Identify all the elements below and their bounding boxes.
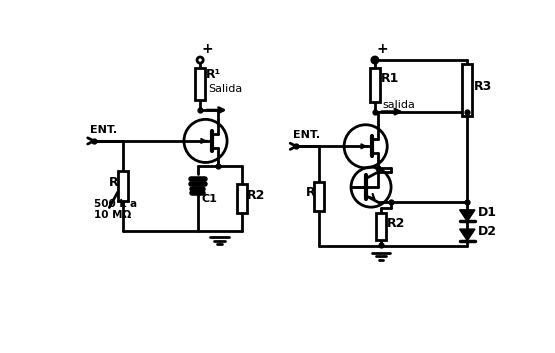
Text: ENT.: ENT. [90, 125, 117, 135]
Text: C1: C1 [201, 194, 218, 204]
Text: R1: R1 [381, 72, 400, 85]
Text: D2: D2 [478, 225, 497, 238]
Text: 500 k a
10 MΩ: 500 k a 10 MΩ [94, 199, 137, 220]
Text: Salida: Salida [208, 84, 242, 94]
Text: salida: salida [382, 100, 416, 110]
Text: R2: R2 [386, 217, 405, 229]
Text: R2: R2 [247, 189, 265, 202]
Bar [118, 171, 128, 201]
Text: R3: R3 [473, 80, 492, 93]
Text: ENT.: ENT. [292, 130, 320, 140]
Text: R¹: R¹ [206, 68, 221, 81]
Bar [236, 184, 247, 213]
Bar [315, 182, 325, 211]
Text: +: + [201, 42, 213, 56]
Polygon shape [460, 229, 475, 241]
Text: D1: D1 [478, 206, 497, 219]
Bar [462, 64, 472, 115]
Bar [370, 68, 380, 102]
Text: R: R [109, 176, 119, 189]
Polygon shape [460, 210, 475, 221]
Bar [376, 213, 386, 240]
Bar [195, 68, 205, 100]
Text: +: + [376, 42, 388, 56]
Text: R: R [306, 186, 315, 199]
